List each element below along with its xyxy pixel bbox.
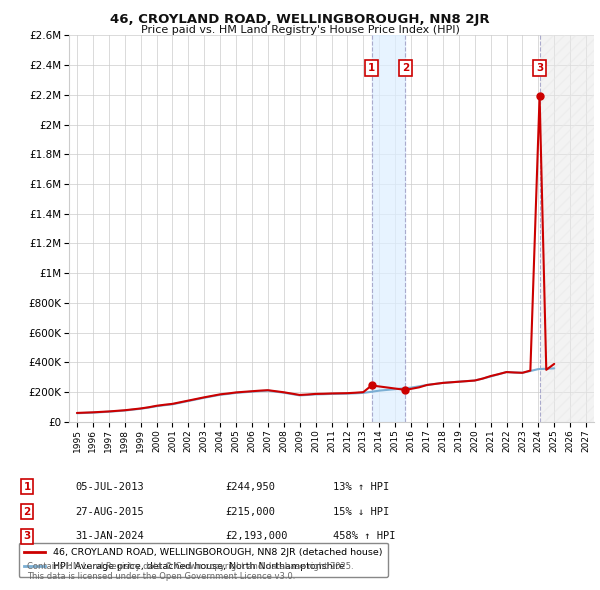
- Text: Contains HM Land Registry data © Crown copyright and database right 2025.
This d: Contains HM Land Registry data © Crown c…: [27, 562, 353, 581]
- Text: 3: 3: [23, 532, 31, 541]
- Text: 2: 2: [402, 63, 409, 73]
- Text: 1: 1: [23, 482, 31, 491]
- Text: £244,950: £244,950: [225, 482, 275, 491]
- Text: 458% ↑ HPI: 458% ↑ HPI: [333, 532, 395, 541]
- Text: £215,000: £215,000: [225, 507, 275, 516]
- Text: 3: 3: [536, 63, 543, 73]
- Bar: [539, 35, 594, 422]
- Text: 05-JUL-2013: 05-JUL-2013: [75, 482, 144, 491]
- Text: 46, CROYLAND ROAD, WELLINGBOROUGH, NN8 2JR: 46, CROYLAND ROAD, WELLINGBOROUGH, NN8 2…: [110, 13, 490, 26]
- Text: 27-AUG-2015: 27-AUG-2015: [75, 507, 144, 516]
- Text: 1: 1: [368, 63, 375, 73]
- Legend: 46, CROYLAND ROAD, WELLINGBOROUGH, NN8 2JR (detached house), HPI: Average price,: 46, CROYLAND ROAD, WELLINGBOROUGH, NN8 2…: [19, 543, 388, 577]
- Text: 15% ↓ HPI: 15% ↓ HPI: [333, 507, 389, 516]
- Text: £2,193,000: £2,193,000: [225, 532, 287, 541]
- Text: 31-JAN-2024: 31-JAN-2024: [75, 532, 144, 541]
- Bar: [371, 35, 406, 422]
- Text: 13% ↑ HPI: 13% ↑ HPI: [333, 482, 389, 491]
- Text: Price paid vs. HM Land Registry's House Price Index (HPI): Price paid vs. HM Land Registry's House …: [140, 25, 460, 35]
- Text: 2: 2: [23, 507, 31, 516]
